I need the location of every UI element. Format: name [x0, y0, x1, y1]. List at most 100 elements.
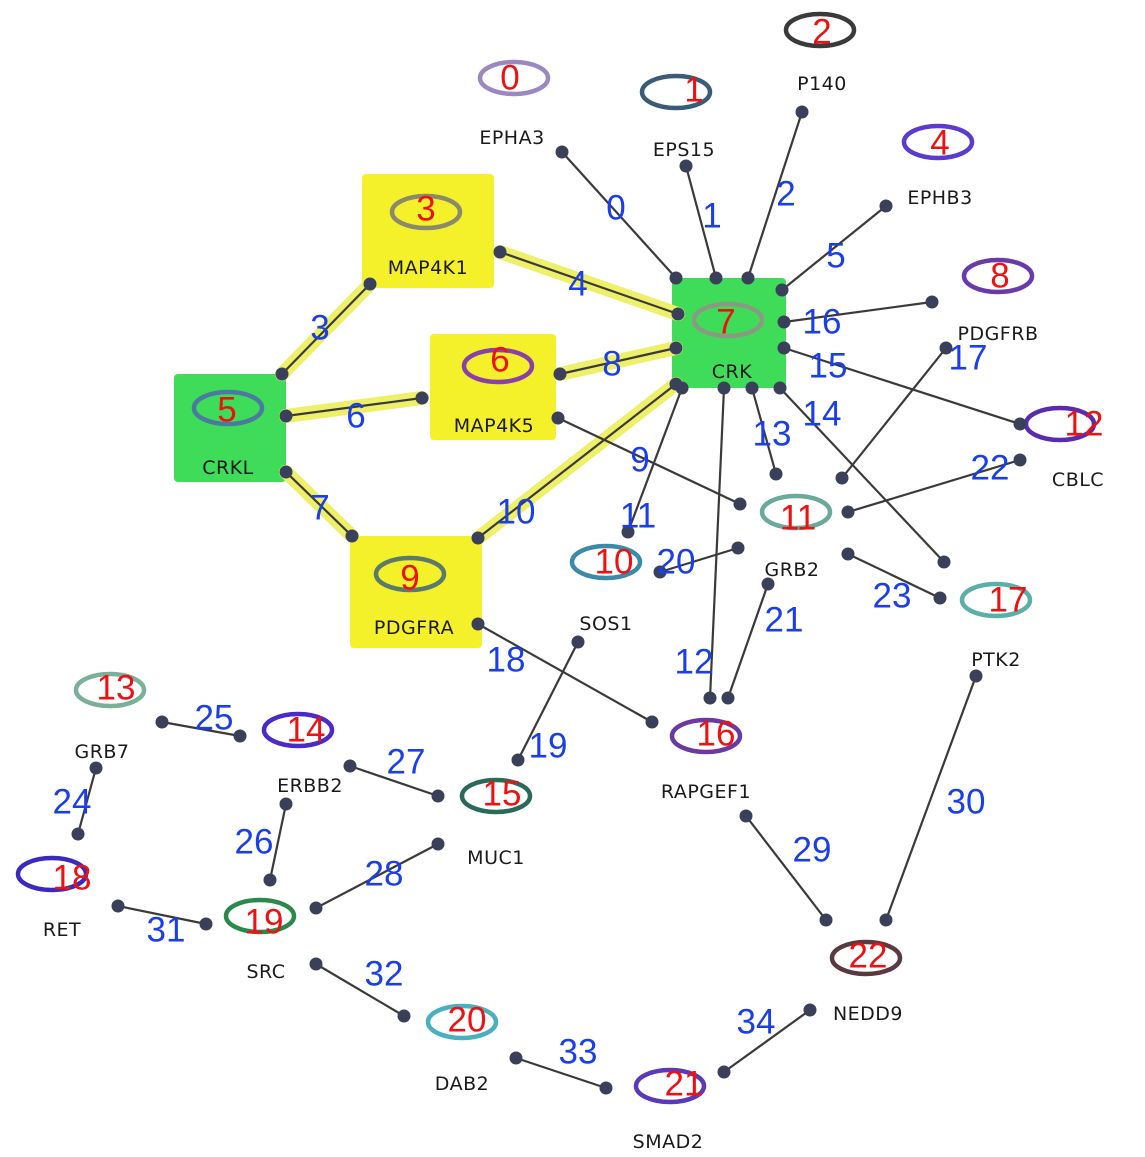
- edge-19-number: 19: [529, 727, 568, 766]
- edge-6-endpoint-a: [279, 409, 293, 423]
- edge-2-endpoint-b: [741, 271, 755, 285]
- edge-23-number: 23: [873, 577, 912, 616]
- node-15-label: MUC1: [467, 847, 525, 869]
- edge-25-number: 25: [195, 699, 234, 738]
- edge-30: [884, 675, 978, 921]
- node-18-number: 18: [53, 859, 92, 898]
- edge-24-endpoint-a: [89, 761, 103, 775]
- edge-21: [726, 583, 770, 699]
- node-21-label: SMAD2: [633, 1131, 704, 1153]
- edge-11: [626, 387, 684, 533]
- edge-33: [515, 1056, 607, 1090]
- edge-23-endpoint-b: [933, 591, 947, 605]
- edge-27: [349, 764, 439, 798]
- edge-32-number: 32: [365, 955, 404, 994]
- edge-17-number: 17: [949, 339, 988, 378]
- node-4-label: EPHB3: [907, 187, 972, 209]
- node-10-label: SOS1: [579, 613, 632, 635]
- edge-9: [557, 417, 741, 505]
- node-5-label: CRKL: [202, 457, 254, 479]
- node-9-ring: [373, 555, 447, 593]
- node-17-number: 17: [989, 581, 1028, 620]
- edge-0: [561, 151, 677, 279]
- edge-1: [684, 165, 718, 279]
- edge-15: [783, 346, 1021, 426]
- edge-22-endpoint-a: [1013, 453, 1027, 467]
- edge-13-number: 13: [753, 415, 792, 454]
- node-20-number: 20: [448, 1001, 487, 1040]
- edge-5: [781, 205, 887, 291]
- node-17-ring: [959, 581, 1033, 619]
- edge-13: [750, 387, 778, 475]
- edge-6: [285, 396, 423, 418]
- edge-31-endpoint-b: [199, 917, 213, 931]
- edge-13-endpoint-b: [769, 467, 783, 481]
- node-7-background: [672, 278, 786, 388]
- node-18-ring: [15, 855, 89, 893]
- node-6-background: [430, 334, 556, 440]
- edge-32-endpoint-b: [397, 1009, 411, 1023]
- node-19-label: SRC: [246, 961, 285, 983]
- edge-19-endpoint-a: [571, 635, 585, 649]
- node-21-number: 21: [665, 1065, 704, 1104]
- edge-6-endpoint-b: [415, 391, 429, 405]
- node-6-label: MAP4K5: [454, 415, 534, 437]
- edge-12-endpoint-a: [717, 381, 731, 395]
- edge-9-endpoint-b: [733, 497, 747, 511]
- edge-7-number: 7: [310, 489, 329, 528]
- edge-0-endpoint-a: [555, 145, 569, 159]
- edge-5-number: 5: [826, 237, 845, 276]
- edge-8: [559, 346, 677, 376]
- edge-16: [783, 300, 933, 324]
- edge-14-endpoint-b: [937, 555, 951, 569]
- edge-25-endpoint-a: [155, 715, 169, 729]
- node-10-ring: [569, 543, 643, 581]
- node-6-ring: [461, 347, 535, 385]
- edges: [76, 111, 1021, 1090]
- node-12-label: CBLC: [1052, 469, 1104, 491]
- edge-18-endpoint-a: [471, 617, 485, 631]
- node-6-number: 6: [490, 341, 509, 380]
- edge-31: [117, 904, 207, 926]
- edge-4-endpoint-a: [493, 245, 507, 259]
- edge-1-endpoint-b: [709, 271, 723, 285]
- node-labels: EPHA3 0 EPS15 1 P140 2 MAP4K1 3 EPHB3 4 CRKL 5 MAP4K…: [43, 13, 1104, 1154]
- node-18-label: RET: [43, 919, 81, 941]
- edge-18: [477, 623, 653, 723]
- edge-17: [841, 347, 947, 479]
- edge-20: [659, 546, 739, 574]
- node-21-ring: [633, 1067, 707, 1105]
- edge-3-number: 3: [310, 309, 329, 348]
- edge-16-endpoint-b: [925, 295, 939, 309]
- edge-15-number: 15: [809, 347, 848, 386]
- node-16-label: RAPGEF1: [661, 781, 751, 803]
- node-22-label: NEDD9: [833, 1003, 903, 1025]
- edge-0-endpoint-b: [669, 271, 683, 285]
- node-7-label: CRK: [712, 361, 752, 383]
- edge-23: [847, 553, 941, 599]
- edge-20-endpoint-a: [731, 541, 745, 555]
- edge-8-endpoint-b: [669, 341, 683, 355]
- edge-29: [745, 815, 827, 921]
- node-1-ring: [639, 73, 713, 111]
- edge-2: [746, 111, 804, 279]
- edge-23-endpoint-a: [841, 547, 855, 561]
- node-11-number: 11: [780, 499, 816, 538]
- node-13-number: 13: [97, 669, 136, 708]
- edge-9-number: 9: [630, 441, 649, 480]
- edge-11-number: 11: [620, 497, 656, 536]
- edge-16-number: 16: [803, 303, 842, 342]
- edge-34-number: 34: [737, 1003, 776, 1042]
- edge-18-number: 18: [487, 641, 526, 680]
- node-16-ring: [669, 717, 743, 755]
- node-22-number: 22: [849, 937, 888, 976]
- node-17-label: PTK2: [971, 649, 1021, 671]
- edge-30-endpoint-a: [969, 669, 983, 683]
- edge-20-number: 20: [657, 543, 696, 582]
- node-1-number: 1: [684, 71, 703, 110]
- edge-19-endpoint-b: [511, 753, 525, 767]
- edge-30-endpoint-b: [879, 913, 893, 927]
- edge-21-endpoint-a: [761, 577, 775, 591]
- node-14-number: 14: [287, 711, 326, 750]
- edge-8-number: 8: [602, 345, 621, 384]
